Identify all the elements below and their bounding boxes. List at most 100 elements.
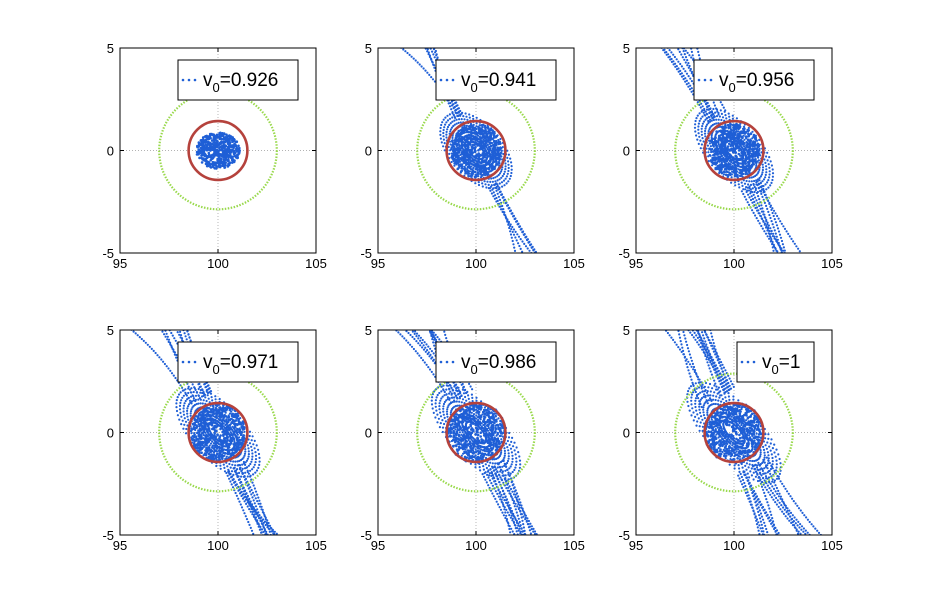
trajectory-point <box>219 419 222 422</box>
trajectory-series <box>195 131 241 170</box>
trajectory-point <box>242 434 245 437</box>
legend-marker <box>187 78 191 82</box>
trajectory-point <box>522 301 524 303</box>
trajectory-point <box>246 457 249 460</box>
trajectory-point <box>744 173 747 176</box>
trajectory-point <box>507 169 510 173</box>
trajectory-point <box>727 142 731 146</box>
trajectory-point <box>460 151 463 154</box>
trajectory-point <box>750 154 753 157</box>
trajectory-point <box>677 48 680 51</box>
trajectory-point <box>198 446 201 450</box>
trajectory-point <box>770 181 773 184</box>
trajectory-point <box>769 216 772 220</box>
trajectory-point <box>508 206 511 209</box>
trajectory-point <box>725 166 728 169</box>
trajectory-point <box>238 436 241 439</box>
trajectory-point <box>773 229 776 232</box>
y-tick-label: 0 <box>623 144 630 159</box>
trajectory-point <box>235 154 239 157</box>
trajectory-point <box>774 260 776 262</box>
trajectory-point <box>758 183 761 186</box>
trajectory-point <box>705 103 708 106</box>
trajectory-point <box>391 40 393 42</box>
trajectory-point <box>228 412 232 415</box>
trajectory-point <box>460 159 463 162</box>
trajectory-point <box>458 160 462 163</box>
trajectory-point <box>455 134 458 137</box>
trajectory-point <box>195 426 198 429</box>
trajectory-point <box>692 57 695 60</box>
trajectory-point <box>240 458 243 462</box>
trajectory-point <box>238 459 241 462</box>
trajectory-point <box>207 448 211 452</box>
trajectory-point <box>713 115 716 118</box>
trajectory-point <box>519 277 521 279</box>
trajectory-point <box>211 444 215 447</box>
trajectory-point <box>670 60 674 64</box>
trajectory-point <box>782 225 785 228</box>
trajectory-point <box>465 115 468 118</box>
trajectory-point <box>419 36 421 38</box>
trajectory-point <box>714 111 717 114</box>
trajectory-point <box>805 280 807 282</box>
trajectory-point <box>756 153 759 156</box>
trajectory-point <box>778 255 780 257</box>
trajectory-point <box>793 304 795 306</box>
trajectory-point <box>486 133 489 136</box>
trajectory-point <box>494 194 497 197</box>
trajectory-point <box>451 139 454 142</box>
trajectory-point <box>539 259 541 261</box>
trajectory-point <box>224 158 227 161</box>
trajectory-point <box>231 434 234 437</box>
trajectory-point <box>461 156 464 159</box>
trajectory-point <box>254 461 257 464</box>
trajectory-point <box>764 173 767 176</box>
trajectory-point <box>747 189 751 192</box>
trajectory-point <box>459 121 462 124</box>
trajectory-point <box>215 450 219 453</box>
trajectory-point <box>502 196 505 199</box>
trajectory-point <box>801 275 803 277</box>
trajectory-point <box>213 448 216 451</box>
trajectory-point <box>716 148 720 151</box>
trajectory-point <box>729 163 732 166</box>
trajectory-point <box>457 107 460 110</box>
trajectory-point <box>707 155 710 158</box>
trajectory-point <box>720 112 724 115</box>
trajectory-point <box>247 450 250 453</box>
trajectory-point <box>225 422 229 425</box>
trajectory-point <box>431 60 434 63</box>
trajectory-point <box>199 427 202 430</box>
trajectory-point <box>477 129 480 132</box>
trajectory-point <box>745 144 748 147</box>
trajectory-point <box>244 450 247 453</box>
trajectory-point <box>642 24 644 26</box>
trajectory-point <box>454 116 457 119</box>
trajectory-point <box>455 163 458 166</box>
trajectory-point <box>481 135 484 138</box>
trajectory-point <box>467 175 470 178</box>
trajectory-point <box>491 153 494 156</box>
trajectory-point <box>670 51 673 54</box>
trajectory-point <box>719 152 722 155</box>
legend-subscript: 0 <box>471 80 478 95</box>
trajectory-point <box>672 34 674 36</box>
trajectory-point <box>694 119 697 123</box>
trajectory-point <box>718 171 721 175</box>
trajectory-point <box>200 434 203 437</box>
trajectory-point <box>411 8 413 10</box>
trajectory-point <box>717 122 720 125</box>
trajectory-point <box>747 153 750 156</box>
trajectory-point <box>459 164 462 168</box>
trajectory-point <box>777 274 779 276</box>
trajectory-point <box>221 418 225 421</box>
trajectory-point <box>786 271 788 273</box>
trajectory-point <box>716 153 720 156</box>
trajectory-point <box>789 259 791 261</box>
trajectory-point <box>771 246 774 249</box>
trajectory-point <box>477 183 481 187</box>
trajectory-point <box>772 226 775 229</box>
trajectory-point <box>453 152 456 155</box>
